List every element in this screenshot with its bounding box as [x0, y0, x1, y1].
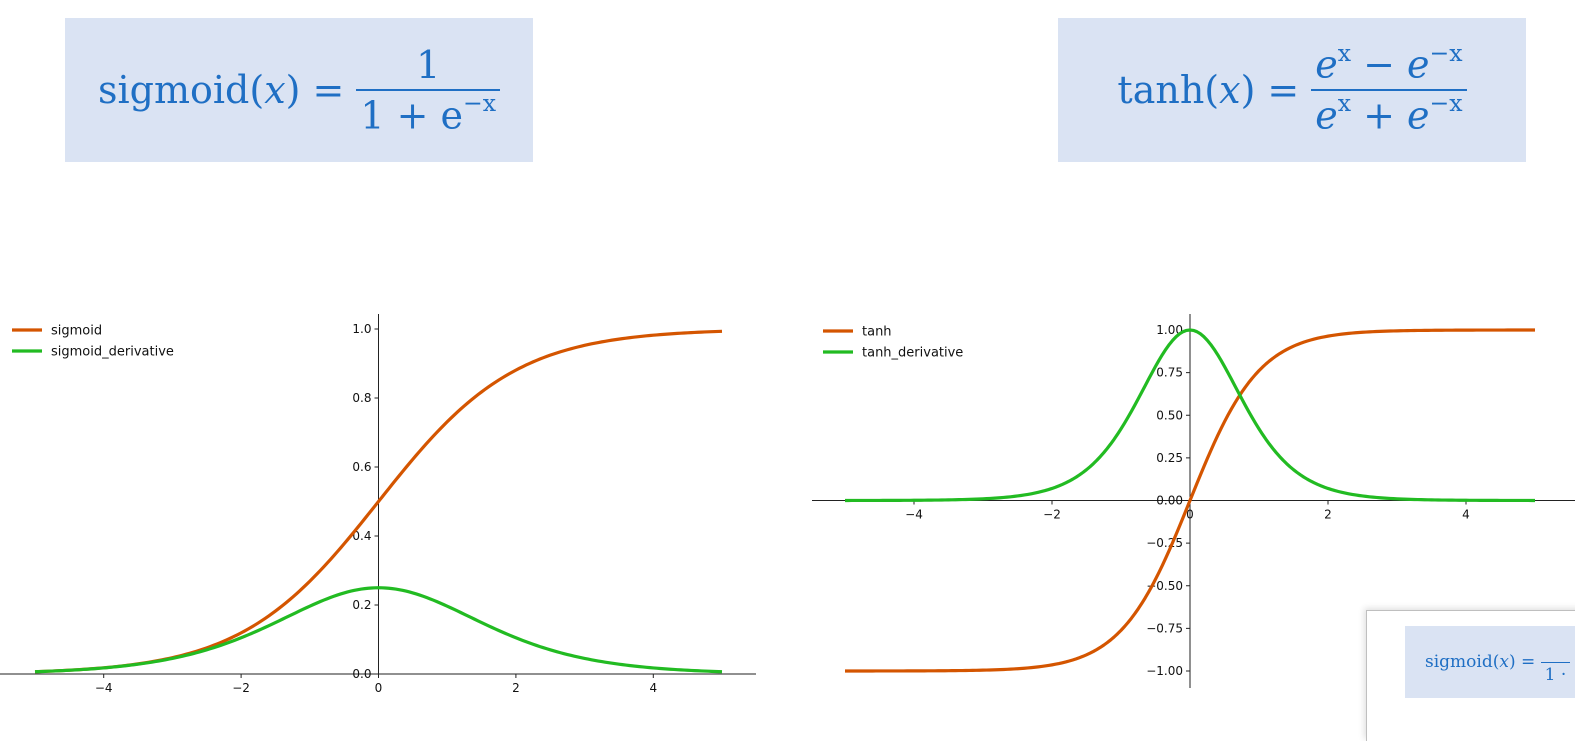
y-tick-label: −1.00 — [1146, 664, 1183, 678]
tanh-num-b-exp: −x — [1429, 38, 1463, 67]
tanh-den-a: e — [1315, 93, 1338, 138]
tanh-formula-lhs: tanh(x) — [1117, 68, 1256, 112]
x-tick-label: −2 — [232, 681, 250, 695]
sigmoid-formula-arg: x — [264, 68, 286, 112]
x-tick-label: −2 — [1043, 508, 1061, 522]
tanh-den-b-exp: −x — [1429, 89, 1463, 118]
x-tick-label: 4 — [1462, 508, 1470, 522]
sigmoid-formula: sigmoid(x) = 1 1 + e−x — [98, 42, 500, 138]
y-tick-label: −0.75 — [1146, 621, 1183, 635]
tanh-chart: −4 −2 0 2 4−1.00−0.75−0.50−0.250.000.250.500… — [812, 314, 1575, 688]
overlay-fraction: 1 · — [1540, 640, 1571, 685]
y-tick-label: 0.00 — [1156, 494, 1183, 508]
x-tick-label: −4 — [905, 508, 923, 522]
tanh-den-a-exp: x — [1337, 89, 1352, 118]
equals-sign: = — [1267, 68, 1300, 112]
x-tick-label: 2 — [1324, 508, 1332, 522]
overlay-formula-name: sigmoid — [1425, 652, 1493, 672]
tanh-den-b: e — [1407, 93, 1430, 138]
tanh-numerator: ex − e−x — [1311, 38, 1466, 89]
tanh-formula-name: tanh — [1117, 68, 1205, 112]
x-tick-label: −4 — [95, 681, 113, 695]
x-tick-label: 0 — [375, 681, 383, 695]
tanh-formula: tanh(x) = ex − e−x ex + e−x — [1117, 38, 1467, 138]
sigmoid-numerator: 1 — [416, 42, 441, 87]
tanh-num-a-exp: x — [1337, 38, 1352, 67]
tanh-formula-arg: x — [1219, 68, 1241, 112]
sigmoid-denominator-base: 1 + e — [360, 93, 463, 138]
sigmoid_derivative-line — [34, 586, 723, 674]
x-tick-label: 0 — [1186, 508, 1194, 522]
sigmoid-denominator: 1 + e−x — [356, 88, 500, 138]
overlay-numerator — [1541, 640, 1571, 662]
y-tick-label: 0.2 — [352, 598, 371, 612]
y-tick-label: 0.25 — [1156, 451, 1183, 465]
sigmoid-formula-box: sigmoid(x) = 1 1 + e−x — [65, 18, 533, 162]
sigmoid-fraction: 1 1 + e−x — [356, 42, 500, 138]
x-tick-label: 2 — [512, 681, 520, 695]
y-tick-label: 0.0 — [352, 667, 371, 681]
overlay-sigmoid-formula: sigmoid(x) = 1 · — [1405, 626, 1575, 698]
y-tick-label: −0.25 — [1146, 536, 1183, 550]
tanh-line — [845, 328, 1535, 673]
sigmoid-formula-name: sigmoid — [98, 68, 250, 112]
tanh-num-b: e — [1407, 43, 1430, 87]
tanh-num-op: − — [1363, 43, 1395, 87]
tanh-den-op: + — [1363, 93, 1395, 138]
overlay-window[interactable]: sigmoid(x) = 1 · — [1366, 610, 1575, 741]
sigmoid-formula-lhs: sigmoid(x) — [98, 68, 301, 112]
y-tick-label: 0.4 — [352, 529, 371, 543]
x-tick-label: 4 — [649, 681, 657, 695]
sigmoid-denominator-exponent: −x — [462, 89, 496, 118]
tanh_derivative-line — [845, 328, 1535, 503]
y-tick-label: 0.6 — [352, 460, 371, 474]
overlay-formula-arg: x — [1499, 652, 1509, 672]
legend-label: sigmoid_derivative — [51, 345, 174, 360]
legend-label: sigmoid — [51, 324, 102, 339]
tanh-fraction: ex − e−x ex + e−x — [1311, 38, 1467, 138]
legend-label: tanh_derivative — [862, 346, 963, 361]
overlay-denominator: 1 · — [1540, 661, 1571, 685]
tanh-denominator: ex + e−x — [1311, 89, 1467, 138]
y-tick-label: 1.00 — [1156, 323, 1183, 337]
equals-sign: = — [312, 68, 345, 112]
tanh-num-a: e — [1315, 43, 1338, 87]
y-tick-label: 0.8 — [352, 391, 371, 405]
y-tick-label: 1.0 — [352, 322, 371, 336]
y-tick-label: 0.75 — [1156, 366, 1183, 380]
legend-label: tanh — [862, 325, 892, 340]
tanh-formula-box: tanh(x) = ex − e−x ex + e−x — [1058, 18, 1526, 162]
sigmoid-chart: −4 −2 0 2 4 0.0 0.2 0.4 0.6 0.8 1.0 sigmoid sigmoid_… — [0, 314, 756, 695]
y-tick-label: 0.50 — [1156, 408, 1183, 422]
